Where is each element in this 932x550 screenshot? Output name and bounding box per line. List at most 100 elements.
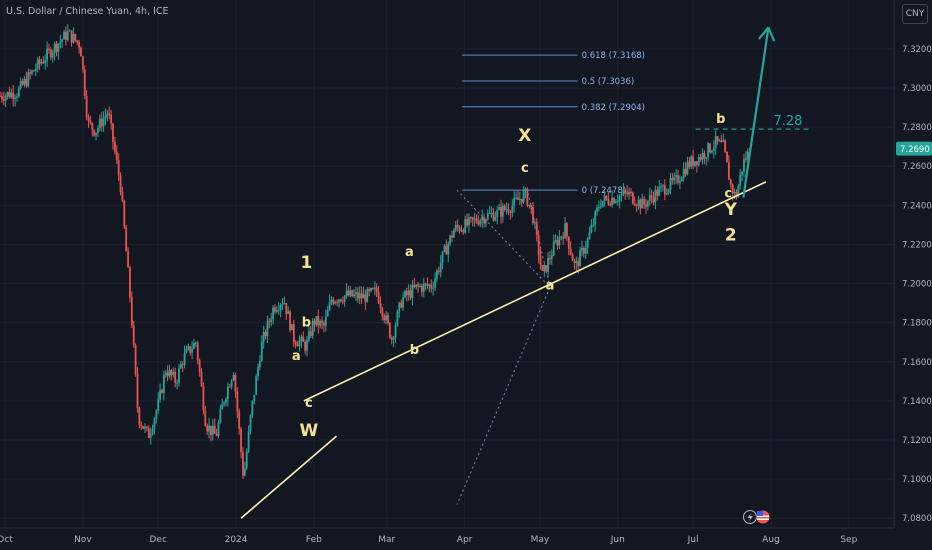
candle-body — [372, 288, 374, 290]
candle-body — [72, 33, 75, 43]
candle-body — [332, 299, 335, 304]
candle-body — [582, 247, 585, 254]
candle-body — [513, 197, 516, 206]
candle-body — [400, 302, 403, 308]
candle-body — [532, 207, 534, 224]
candle-body — [349, 290, 352, 296]
wave-label: b — [302, 316, 311, 331]
candle-body — [424, 283, 427, 285]
candle-body — [437, 270, 440, 272]
candle-body — [650, 195, 653, 198]
candle-body — [68, 30, 71, 32]
candle-body — [132, 325, 135, 345]
lightning-icon[interactable] — [743, 510, 757, 524]
time-tick-label: Apr — [457, 535, 473, 545]
candle-body — [304, 341, 307, 351]
candle-body — [712, 147, 715, 152]
candle-body — [217, 422, 220, 436]
candle-body — [296, 344, 299, 347]
candle-body — [436, 270, 438, 279]
candle-body — [404, 290, 406, 298]
candle-body — [671, 178, 674, 181]
price-tick-label: 7.1400 — [902, 397, 932, 407]
candle-body — [533, 222, 536, 224]
candle-body — [441, 251, 444, 263]
candle-body — [38, 59, 41, 64]
candle-body — [121, 191, 124, 202]
candle-body — [149, 433, 152, 438]
candle-body — [91, 122, 94, 130]
candle-body — [206, 426, 209, 432]
candle-body — [663, 185, 666, 195]
candle-body — [33, 70, 35, 72]
candle-body — [720, 140, 723, 143]
candle-body — [679, 181, 681, 183]
candle-body — [699, 157, 702, 160]
candle-body — [443, 245, 446, 252]
candle-body — [552, 241, 555, 256]
candle-body — [232, 374, 235, 381]
candle-body — [319, 320, 322, 326]
candle-body — [494, 216, 497, 221]
candle-body — [29, 72, 32, 74]
candle-body — [375, 287, 378, 292]
candle-body — [385, 315, 388, 321]
candle-body — [2, 98, 5, 101]
candle-body — [635, 205, 638, 207]
candle-body — [511, 205, 514, 213]
candle-body — [599, 206, 602, 208]
candle-body — [673, 176, 676, 181]
candle-body — [428, 284, 431, 287]
fib-dotted-guide — [456, 287, 551, 505]
candle-body — [624, 190, 627, 193]
candle-body — [592, 224, 595, 226]
candle-body — [61, 39, 64, 42]
candle-body — [285, 303, 288, 314]
candle-body — [630, 191, 632, 193]
candle-body — [466, 219, 468, 226]
candle-body — [245, 451, 248, 469]
candle-body — [40, 62, 43, 64]
candle-body — [117, 160, 120, 176]
candle-body — [479, 220, 482, 225]
candle-body — [240, 428, 242, 453]
candle-body — [178, 368, 180, 383]
projection-arrow-head — [767, 26, 776, 42]
candle-body — [471, 217, 474, 220]
candle-body — [159, 389, 161, 400]
time-tick-label: Sep — [840, 535, 857, 545]
candle-body — [377, 291, 380, 303]
candle-body — [475, 218, 478, 223]
time-axis[interactable]: Oct Nov Dec 2024 Feb Mar Apr May Jun Jul Aug Sep — [0, 527, 932, 550]
candle-body — [458, 227, 461, 231]
candle-body — [27, 72, 30, 86]
currency-button[interactable]: CNY — [902, 4, 928, 24]
candle-body — [500, 206, 502, 217]
candle-body — [727, 162, 730, 180]
price-tick-label: 7.1000 — [902, 475, 932, 485]
candle-body — [253, 394, 256, 401]
candle-body — [270, 319, 273, 322]
candle-body — [266, 321, 269, 337]
candle-body — [420, 286, 423, 292]
candle-body — [705, 157, 708, 159]
candle-body — [176, 382, 178, 384]
candle-body — [741, 171, 743, 175]
candle-body — [454, 224, 457, 231]
candle-body — [413, 284, 416, 288]
candle-body — [639, 199, 642, 209]
candle-body — [573, 260, 576, 264]
price-axis[interactable]: 7.0800 7.1000 7.1200 7.1400 7.1600 7.1800 7.20… — [893, 0, 932, 550]
candle-body — [87, 116, 90, 121]
candle-body — [4, 95, 7, 101]
candle-body — [645, 204, 647, 207]
candle-body — [724, 140, 727, 152]
candle-body — [215, 433, 218, 436]
candle-body — [78, 42, 81, 48]
candle-body — [537, 234, 540, 256]
candle-body — [360, 293, 363, 299]
candle-body — [14, 97, 16, 100]
wave-label: X — [518, 126, 531, 146]
us-flag-icon[interactable] — [756, 510, 770, 524]
